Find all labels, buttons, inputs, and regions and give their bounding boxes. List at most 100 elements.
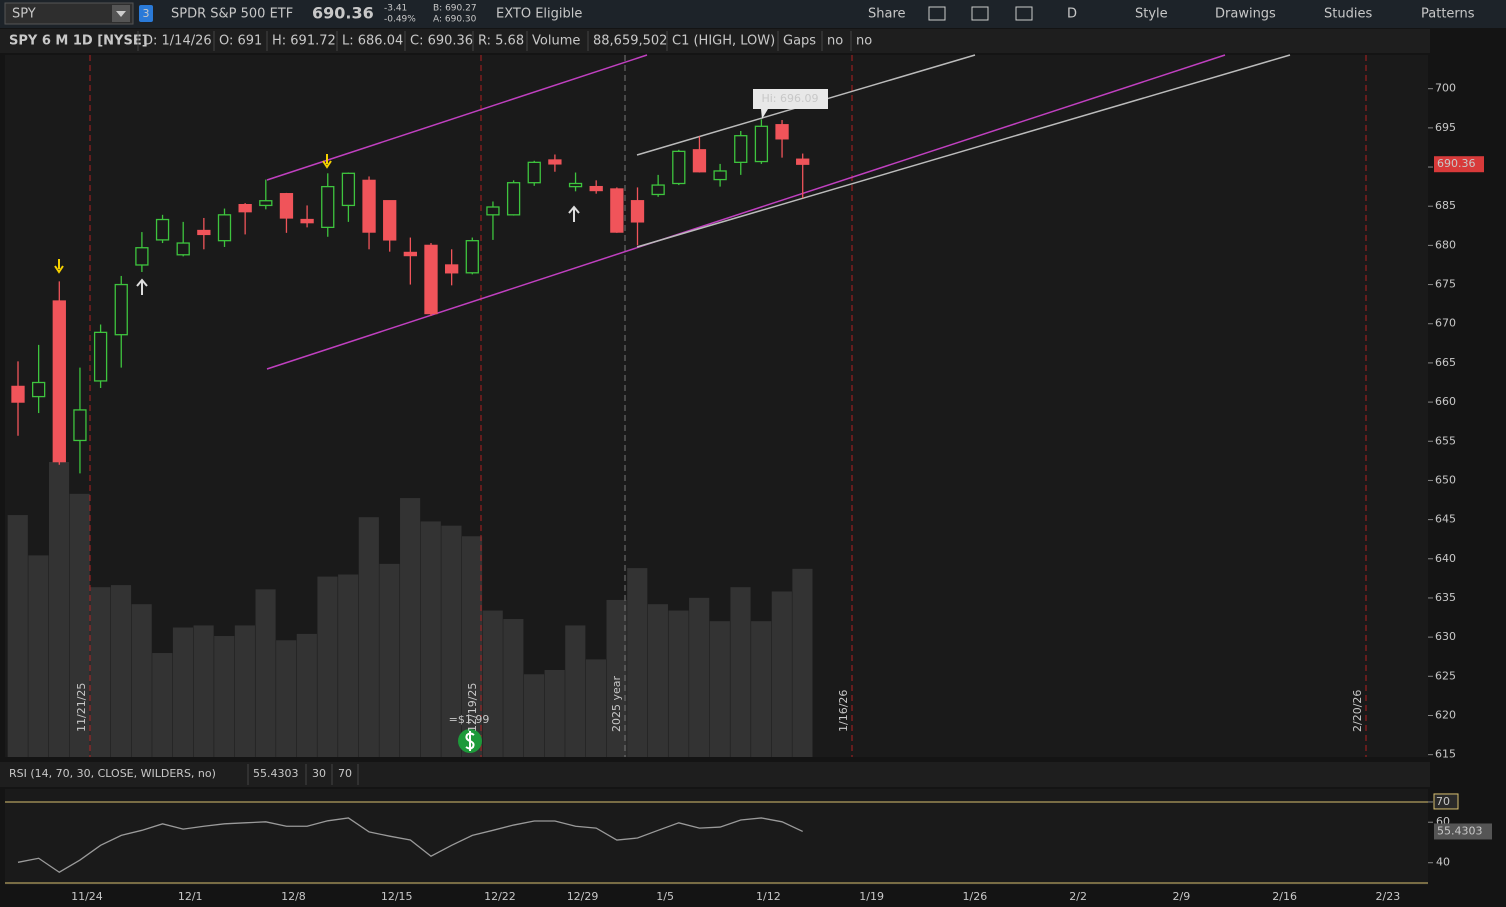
symbol-box[interactable] <box>4 2 134 25</box>
volume-bar <box>627 568 648 757</box>
last-price: 690.36 <box>312 4 374 23</box>
volume-bar <box>420 521 441 757</box>
volume-bar <box>751 621 772 757</box>
toolbar-icon[interactable] <box>928 6 946 21</box>
toolbar-icon[interactable] <box>971 6 989 21</box>
y-tick-label: 630 <box>1435 630 1456 643</box>
toolbar-button-label[interactable]: Studies <box>1324 7 1372 22</box>
y-tick-label: 660 <box>1435 395 1456 408</box>
volume-bar <box>730 587 751 757</box>
candle-body <box>527 161 541 184</box>
dividend-glyph <box>465 731 475 751</box>
candle-body <box>692 149 707 173</box>
volume-bar <box>585 659 607 757</box>
candle-body <box>465 240 479 274</box>
y-tick-label: 680 <box>1435 238 1456 251</box>
header-field: no <box>856 34 872 49</box>
event-label: 12/19/25 <box>466 683 479 732</box>
volume-bar <box>461 536 483 757</box>
candle-body <box>135 247 149 266</box>
volume-bar <box>503 619 524 757</box>
volume-bar <box>69 493 90 757</box>
candle-body <box>651 184 665 196</box>
rsi-line <box>17 817 803 874</box>
badge-text: 3 <box>143 7 150 20</box>
y-tick-label: 615 <box>1435 748 1456 761</box>
candle-body <box>362 179 376 233</box>
description: SPDR S&P 500 ETF <box>171 7 293 22</box>
volume-bar <box>647 604 668 757</box>
y-tick-label: 40 <box>1436 856 1450 869</box>
layers <box>7 55 1367 757</box>
toolbar-button-label[interactable]: Patterns <box>1421 7 1475 22</box>
candle-body <box>300 218 314 224</box>
header-field: 88,659,502 <box>593 34 667 49</box>
dividend-label: =$1.99 <box>449 713 490 726</box>
candle-body <box>424 244 438 315</box>
y-tick-label: 695 <box>1435 121 1456 134</box>
volume-bar <box>400 498 421 757</box>
tick-box <box>1433 793 1459 810</box>
volume-bar <box>193 625 214 757</box>
candle-body <box>197 229 211 236</box>
rsi-panel <box>5 789 1428 885</box>
volume-bar <box>276 640 297 757</box>
header-field: C: 690.36 <box>410 34 473 49</box>
x-tick-label: 12/1 <box>178 890 203 903</box>
x-tick-label: 1/19 <box>859 890 884 903</box>
volume-bar <box>28 555 49 757</box>
ask: A: 690.30 <box>433 15 477 25</box>
header-field: no <box>827 34 843 49</box>
volume-bar <box>668 610 689 757</box>
toolbar-button-label[interactable]: Drawings <box>1215 7 1276 22</box>
rsi-title: RSI (14, 70, 30, CLOSE, WILDERS, no) <box>9 767 216 780</box>
header-field: H: 691.72 <box>272 34 336 49</box>
y-tick-label: 670 <box>1435 317 1456 330</box>
x-tick-label: 1/26 <box>963 890 988 903</box>
candle-body <box>713 170 727 181</box>
candle-body <box>444 264 459 274</box>
y-tick-label: 645 <box>1435 513 1456 526</box>
candle-body <box>403 251 418 257</box>
volume-bar <box>523 674 545 757</box>
chart-title: SPY 6 M 1D [NYSE] <box>9 34 148 49</box>
event-label: 2/20/26 <box>1351 690 1364 732</box>
candle-body <box>775 124 789 140</box>
volume-bar <box>689 597 710 757</box>
volume-bar <box>90 587 111 757</box>
header-field: Gaps <box>783 34 816 49</box>
y-tick-label: 665 <box>1435 356 1456 369</box>
event-label: 1/16/26 <box>837 690 850 732</box>
symbol: SPY <box>12 7 36 22</box>
down-arrow <box>322 154 332 169</box>
volume-bar <box>771 591 792 757</box>
x-tick-label: 1/5 <box>656 890 674 903</box>
trend-line[interactable] <box>266 54 1226 370</box>
toolbar-button-label[interactable]: D <box>1067 7 1077 22</box>
candle-body <box>341 172 356 207</box>
toolbar-button-label[interactable]: Style <box>1135 7 1168 22</box>
candle-body <box>610 188 624 233</box>
y-tick-label: 655 <box>1435 434 1456 447</box>
x-tick-label: 11/24 <box>71 890 103 903</box>
x-tick-label: 2/16 <box>1272 890 1297 903</box>
x-tick-label: 1/12 <box>756 890 781 903</box>
last-price-box <box>1434 156 1484 173</box>
x-tick-label: 12/15 <box>381 890 413 903</box>
toolbar-icon[interactable] <box>1015 6 1033 21</box>
exto: EXTO Eligible <box>496 7 582 22</box>
candle-body <box>114 283 128 336</box>
rsi-header-value: 55.4303 <box>253 767 299 780</box>
trend-line[interactable] <box>266 54 648 181</box>
toolbar-button-label[interactable]: Share <box>868 7 906 22</box>
trend-line[interactable] <box>636 54 1291 248</box>
drawings <box>266 54 1291 370</box>
candle-body <box>52 300 66 463</box>
volume-bar <box>358 517 379 757</box>
candle-body <box>486 206 500 216</box>
header-field: O: 691 <box>219 34 262 49</box>
volume-bar <box>792 568 813 757</box>
badge[interactable] <box>139 5 153 22</box>
last-price-label: 690.36 <box>1437 157 1476 170</box>
